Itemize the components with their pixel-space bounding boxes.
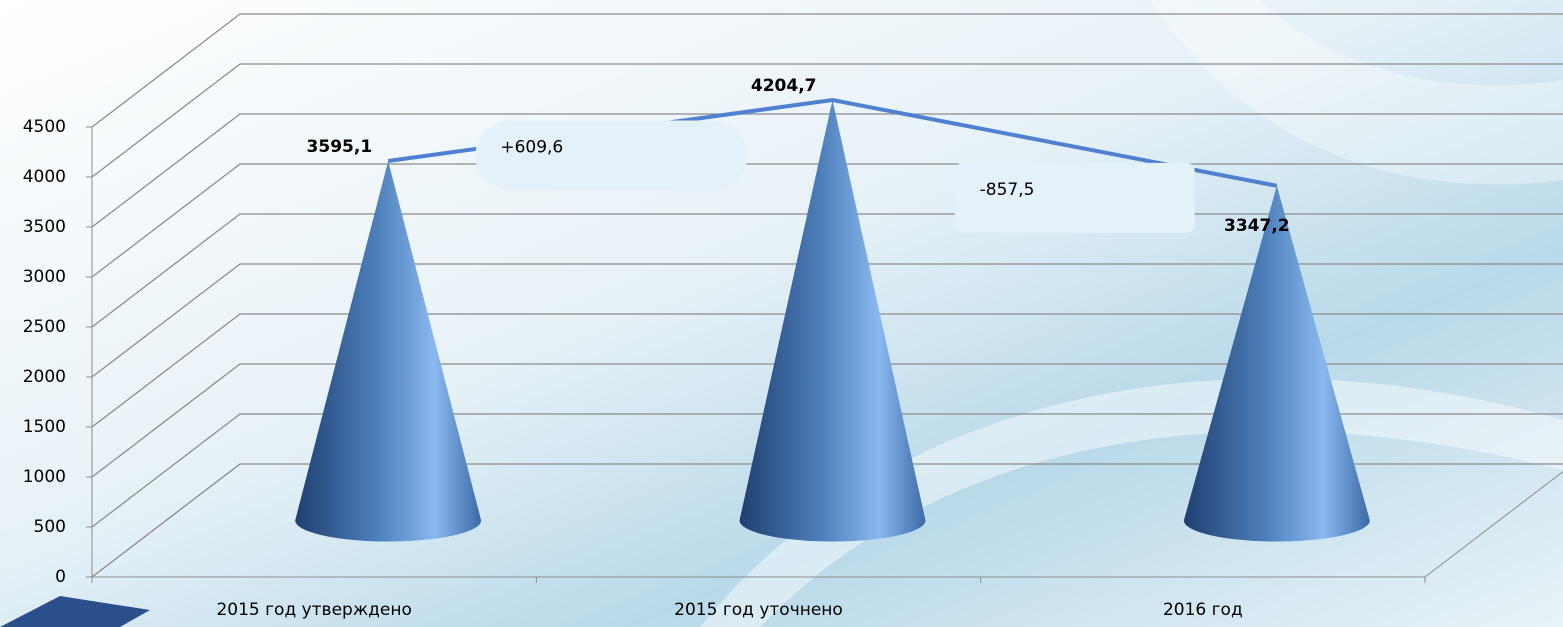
chart: 0 500 1000 1500 2000 2500 3000 3500 4000 4500 2015…	[0, 0, 1563, 627]
x-tick-label: 2015 год уточнено	[674, 600, 843, 620]
annotation: -857,5	[980, 180, 1035, 200]
y-tick-label: 2000	[23, 367, 66, 387]
y-tick-label: 4500	[23, 117, 66, 137]
y-tick-label: 3500	[23, 217, 66, 237]
y-tick-label: 4000	[23, 167, 66, 187]
y-tick-label: 1000	[23, 467, 66, 487]
y-tick-label: 2500	[23, 317, 66, 337]
y-tick-label: 1500	[23, 417, 66, 437]
y-tick-label: 0	[55, 567, 66, 587]
data-label: 3347,2	[1224, 216, 1290, 236]
y-tick-label: 500	[34, 517, 66, 537]
x-tick-label: 2016 год	[1163, 600, 1243, 620]
y-tick-label: 3000	[23, 267, 66, 287]
x-tick-label: 2015 год утверждено	[216, 600, 411, 620]
annotation: +609,6	[500, 138, 563, 158]
data-label: 3595,1	[307, 137, 373, 157]
data-label: 4204,7	[751, 76, 817, 96]
